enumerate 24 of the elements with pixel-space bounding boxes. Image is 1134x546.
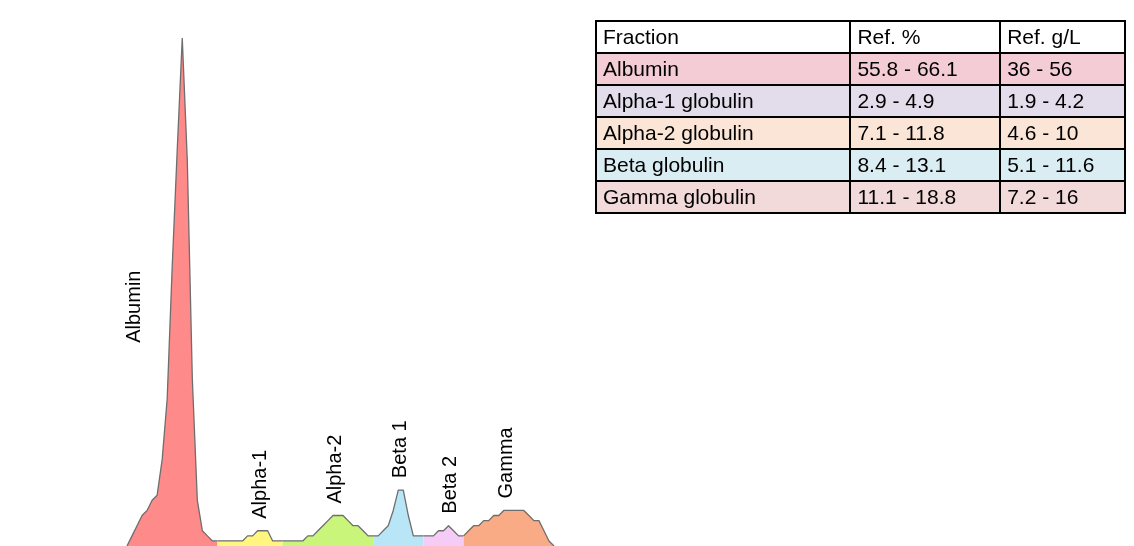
text: 55.8 - 66.1 bbox=[850, 53, 1001, 85]
text: Albumin bbox=[122, 270, 145, 343]
text: Ref. % bbox=[850, 21, 1001, 53]
text: 5.1 - 11.6 bbox=[1000, 149, 1125, 181]
text: 4.6 - 10 bbox=[1000, 117, 1125, 149]
text: 36 - 56 bbox=[1000, 53, 1125, 85]
text: Alpha-1 globulin bbox=[596, 85, 851, 117]
text: Alpha-2 globulin bbox=[596, 117, 851, 149]
text: Beta 1 bbox=[388, 420, 411, 479]
text: Beta 2 bbox=[438, 455, 461, 514]
text: 1.9 - 4.2 bbox=[1000, 85, 1125, 117]
text: Albumin bbox=[596, 53, 851, 85]
text: Gamma globulin bbox=[596, 181, 851, 213]
text: Alpha-1 bbox=[247, 449, 270, 519]
text: 8.4 - 13.1 bbox=[850, 149, 1001, 181]
text: Ref. g/L bbox=[1000, 21, 1125, 53]
text: 2.9 - 4.9 bbox=[850, 85, 1001, 117]
text: Beta globulin bbox=[596, 149, 851, 181]
text: Fraction bbox=[596, 21, 851, 53]
text: 7.1 - 11.8 bbox=[850, 117, 1001, 149]
text: Gamma bbox=[493, 426, 516, 499]
text: 11.1 - 18.8 bbox=[850, 181, 1001, 213]
text: 7.2 - 16 bbox=[1000, 181, 1125, 213]
text: Alpha-2 bbox=[322, 434, 345, 504]
